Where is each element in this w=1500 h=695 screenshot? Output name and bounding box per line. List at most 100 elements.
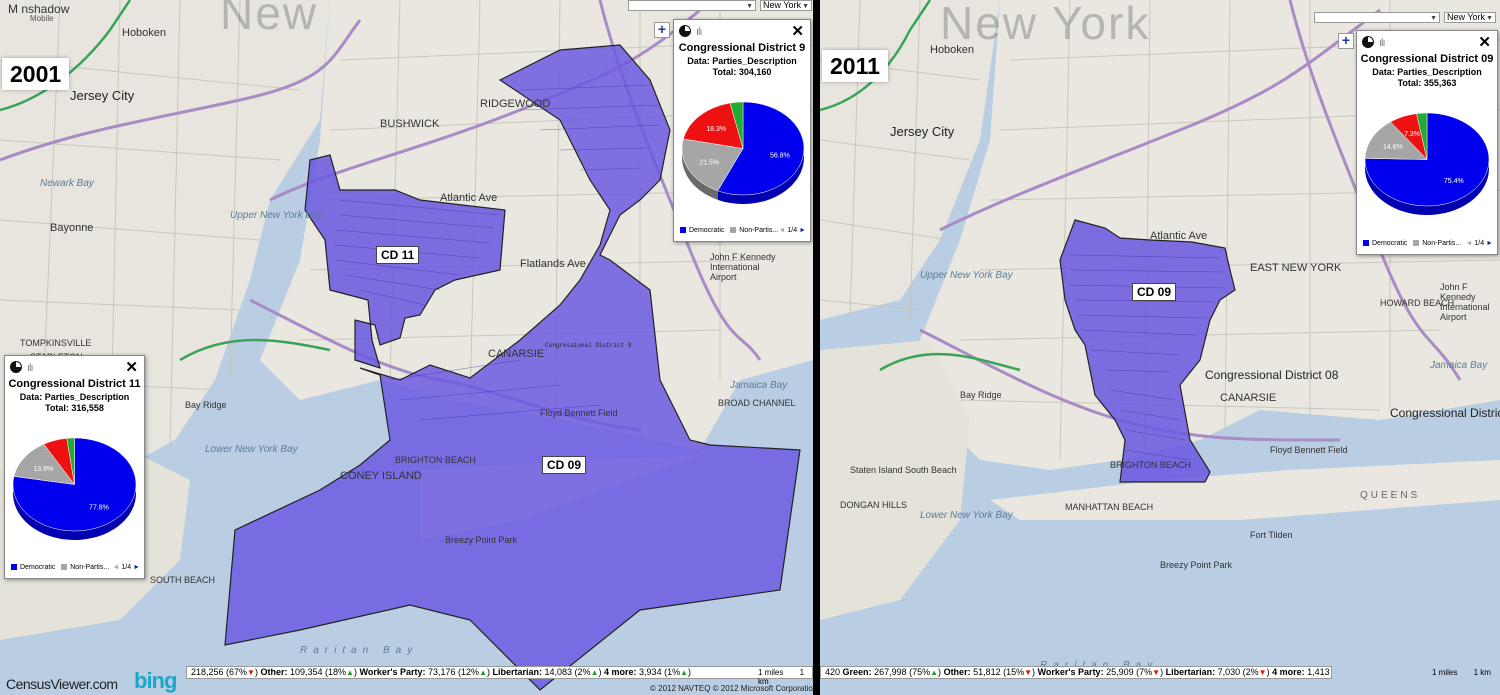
status-green-value: 267,998 (75% xyxy=(874,667,931,677)
pie-slice-side xyxy=(717,102,804,204)
place-brighton: BRIGHTON BEACH xyxy=(395,455,476,465)
place-newark-bay: Newark Bay xyxy=(40,178,94,189)
scale-miles: 1 miles xyxy=(758,668,784,677)
pie-slice[interactable] xyxy=(681,138,744,192)
pie-slice[interactable] xyxy=(717,101,805,196)
place-canarsie: CANARSIE xyxy=(1220,392,1277,404)
map-panel-2001[interactable]: New M nshadow Mobile 2001 ▼ New York ▼ H… xyxy=(0,0,813,695)
arrow-right-icon[interactable]: ► xyxy=(1486,240,1493,247)
close-icon[interactable]: ✕ xyxy=(125,359,138,376)
popup-total: Total: 316,558 xyxy=(45,403,104,413)
pie-slice[interactable] xyxy=(13,443,76,485)
arrow-right-icon[interactable]: ► xyxy=(799,227,806,234)
map-canvas-2011[interactable] xyxy=(820,0,1500,695)
place-breezy: Breezy Point Park xyxy=(445,535,518,545)
place-jamaica-bay: Jamaica Bay xyxy=(1430,360,1488,371)
popup-legend: Democratic Non-Partis... ◄ 1/4 ► xyxy=(11,564,140,574)
place-flatlands: Flatlands Ave xyxy=(520,258,586,270)
pie-slice[interactable] xyxy=(1364,121,1428,160)
pie-slice-label: 21.5% xyxy=(699,160,719,167)
pie-chart-icon[interactable] xyxy=(10,361,22,373)
pie-slice[interactable] xyxy=(66,437,75,485)
status-other-label: Other: xyxy=(260,667,288,677)
legend-pager[interactable]: ◄ 1/4 ► xyxy=(1465,240,1493,247)
status-other-value: 109,354 (18% xyxy=(290,667,347,677)
pie-slice-label: 18.3% xyxy=(706,126,726,133)
place-brighton: BRIGHTON BEACH xyxy=(1110,460,1191,470)
status-paren: ) xyxy=(1160,667,1164,677)
place-south-beach: SOUTH BEACH xyxy=(150,575,216,585)
status-lib-label: Libertarian: xyxy=(492,667,543,677)
party-pie-chart: 75.4% 14.6%7.3% xyxy=(1364,112,1490,215)
zoom-in-button[interactable]: + xyxy=(1338,33,1354,49)
status-other-label: Other: xyxy=(943,667,971,677)
place-east-ny: EAST NEW YORK xyxy=(1250,262,1342,274)
popup-legend: Democratic Non-Partis... ◄ 1/4 ► xyxy=(1363,240,1493,250)
place-manhattan-beach: MANHATTAN BEACH xyxy=(1065,502,1154,512)
arrow-left-icon[interactable]: ◄ xyxy=(1465,240,1473,247)
arrow-left-icon[interactable]: ◄ xyxy=(112,564,120,571)
legend-swatch-democratic xyxy=(1363,240,1369,246)
place-tompkinsville: TOMPKINSVILLE xyxy=(20,338,92,348)
legend-pager[interactable]: ◄ 1/4 ► xyxy=(112,564,140,571)
close-icon[interactable]: ✕ xyxy=(791,23,804,40)
pager-text: 1/4 xyxy=(121,564,132,571)
place-coney: CONEY ISLAND xyxy=(340,470,422,482)
place-upper-bay: Upper New York Bay xyxy=(230,210,323,221)
county-select[interactable]: ▼ xyxy=(628,0,756,11)
state-select[interactable]: New York ▼ xyxy=(760,0,812,11)
legend-democratic: Democratic xyxy=(689,227,725,234)
county-select[interactable]: ▼ xyxy=(1314,12,1440,23)
state-select[interactable]: New York ▼ xyxy=(1444,12,1496,23)
watermark-text: New York xyxy=(940,0,1151,49)
bing-logo[interactable]: bing xyxy=(134,668,177,693)
zoom-in-button[interactable]: + xyxy=(654,22,670,38)
scale-km: 1 km xyxy=(758,668,805,686)
pie-slice-side xyxy=(682,138,718,200)
map-scale: 1 miles 1 km xyxy=(1432,668,1491,677)
place-canarsie: CANARSIE xyxy=(488,348,545,360)
district-label-9: Congressional District 9 xyxy=(545,342,632,349)
status-other-value: 51,812 (15% xyxy=(973,667,1025,677)
logo-brand: M nshadow xyxy=(8,2,70,16)
popup-title: Congressional District 9 xyxy=(678,42,806,54)
chevron-down-icon: ▼ xyxy=(746,3,753,10)
legend-pager[interactable]: ◄ 1/4 ► xyxy=(778,227,806,234)
pie-slice[interactable] xyxy=(729,101,744,149)
pie-slice[interactable] xyxy=(1416,112,1428,160)
bar-chart-icon[interactable]: ılı xyxy=(1379,37,1385,49)
place-ridgewood: RIDGEWOOD xyxy=(480,98,551,110)
status-lead: 420 xyxy=(825,667,841,677)
map-panel-2011[interactable]: New York 2011 ▼ New York ▼ Hoboken Jerse… xyxy=(820,0,1500,695)
arrow-left-icon[interactable]: ◄ xyxy=(778,227,786,234)
chevron-down-icon: ▼ xyxy=(1430,15,1437,22)
arrow-right-icon[interactable]: ► xyxy=(133,564,140,571)
district-tag-cd09[interactable]: CD 09 xyxy=(1132,283,1177,301)
district-popup-cd11[interactable]: ılı ✕ Congressional District 11 Data: Pa… xyxy=(4,355,145,579)
status-paren: ) xyxy=(254,667,258,677)
district-popup-cd9[interactable]: ılı ✕ Congressional District 9 Data: Par… xyxy=(673,19,811,242)
district-label-08: Congressional District 08 xyxy=(1205,368,1339,382)
pie-slice[interactable] xyxy=(682,102,744,149)
censusviewer-logo[interactable]: CensusViewer.com xyxy=(6,676,118,692)
pie-chart-icon[interactable] xyxy=(1362,36,1374,48)
district-popup-cd09[interactable]: ılı ✕ Congressional District 09 Data: Pa… xyxy=(1356,30,1498,255)
status-paren: ) xyxy=(1032,667,1036,677)
pie-slice-label: 14.6% xyxy=(1383,144,1403,151)
map-scale: 1 miles 1 km xyxy=(758,668,813,686)
pie-slice-label: 75.4% xyxy=(1444,178,1464,185)
bar-chart-icon[interactable]: ılı xyxy=(696,26,702,38)
legend-swatch-nonpartisan xyxy=(730,227,737,233)
district-tag-cd09[interactable]: CD 09 xyxy=(542,456,587,474)
pie-slice-label: 77.8% xyxy=(89,505,109,512)
district-tag-cd11[interactable]: CD 11 xyxy=(376,246,420,264)
bar-chart-icon[interactable]: ılı xyxy=(27,362,33,374)
status-workers-value: 25,909 (7% xyxy=(1106,667,1153,677)
popup-total: Total: 304,160 xyxy=(712,67,772,77)
status-lib-label: Libertarian: xyxy=(1165,667,1216,677)
party-totals-bar: 218,256 (67%▼) Other: 109,354 (18%▲) Wor… xyxy=(186,666,813,679)
pie-chart-icon[interactable] xyxy=(679,25,691,37)
close-icon[interactable]: ✕ xyxy=(1478,34,1491,51)
place-upper-bay: Upper New York Bay xyxy=(920,270,1013,281)
year-label-2011: 2011 xyxy=(822,50,888,82)
